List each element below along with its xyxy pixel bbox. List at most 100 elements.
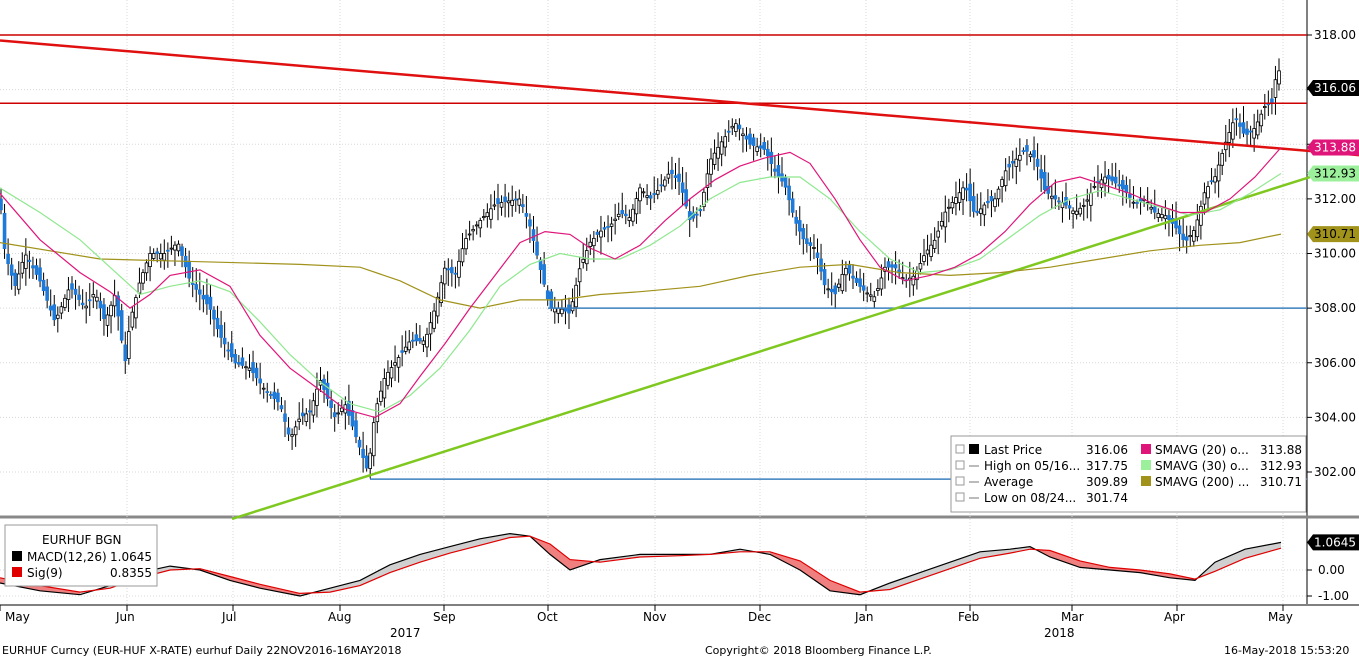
macd-y-tick-label: -1.00 (1318, 589, 1349, 603)
candle-body (616, 213, 621, 218)
candle-body (95, 296, 99, 302)
candle-body (237, 362, 241, 365)
candle-body (421, 340, 426, 345)
candle-body (1113, 176, 1118, 184)
candle-body (890, 264, 894, 268)
month-label: Jan (854, 610, 874, 624)
sma20-line (0, 147, 1282, 419)
candle-body (865, 292, 869, 295)
candle-body (1050, 195, 1054, 199)
candle-body (105, 314, 110, 326)
y-tick-label: 312.00 (1314, 192, 1356, 206)
month-label: May (1268, 610, 1293, 624)
candle-body (1021, 150, 1026, 152)
candle-body (144, 262, 149, 274)
candle-body (1117, 184, 1122, 187)
candle-body (112, 295, 117, 307)
y-tick-label: 318.00 (1314, 28, 1356, 42)
candle-body (1103, 176, 1107, 184)
month-label: Feb (958, 610, 979, 624)
candle-body (141, 272, 145, 284)
candle-body (1273, 79, 1278, 98)
candle-body (446, 268, 451, 271)
candle-body (329, 400, 333, 408)
legend-value: 317.75 (1086, 459, 1128, 473)
candle-body (279, 405, 284, 410)
candle-body (783, 177, 788, 188)
candle-body (1259, 113, 1264, 127)
candle-body (844, 267, 848, 276)
candle-body (620, 209, 625, 215)
candle-body (954, 197, 958, 204)
candle-body (1277, 70, 1281, 85)
candle-body (251, 362, 255, 374)
macd-legend-label: Sig(9) (27, 566, 63, 580)
candle-body (702, 191, 706, 208)
candle-body (1028, 153, 1033, 158)
candle-body (705, 173, 710, 188)
legend-checkbox (955, 476, 965, 486)
legend-label: Average (984, 475, 1033, 489)
last-value-tag-label: 310.71 (1314, 227, 1356, 241)
candle-body (382, 378, 387, 399)
macd-legend-swatch (12, 551, 22, 561)
candle-body (925, 249, 930, 255)
candle-body (194, 284, 199, 290)
candle-body (560, 308, 564, 315)
candle-body (84, 305, 89, 309)
candle-body (982, 204, 987, 216)
candle-body (56, 314, 60, 319)
candle-body (609, 223, 614, 227)
candle-body (116, 295, 120, 317)
candle-body (16, 273, 21, 290)
y-tick-label: 302.00 (1314, 465, 1356, 479)
last-value-tag-label: 313.88 (1314, 141, 1356, 155)
macd-last-value-label: 1.0645 (1314, 535, 1356, 549)
macd-fill (1215, 549, 1245, 572)
candle-body (684, 189, 688, 207)
candle-body (208, 296, 213, 310)
candle-body (854, 277, 859, 283)
y-tick-label: 310.00 (1314, 247, 1356, 261)
candle-body (1206, 186, 1210, 199)
candle-body (386, 371, 390, 386)
candle-body (481, 216, 486, 218)
candle-body (1007, 163, 1011, 168)
candle-body (73, 288, 78, 295)
candle-body (1067, 205, 1072, 209)
legend-value: 301.74 (1086, 491, 1128, 505)
signal-line (0, 535, 1282, 595)
macd-legend-value: 0.8355 (110, 566, 152, 580)
legend-swatch (1141, 444, 1151, 454)
macd-fill (1010, 546, 1030, 554)
candle-body (268, 394, 273, 396)
candle-body (624, 213, 628, 217)
footer-left: EURHUF Curncy (EUR-HUF X-RATE) eurhuf Da… (2, 644, 401, 657)
candle-body (400, 350, 404, 353)
year-label: 2017 (390, 626, 421, 640)
candle-body (655, 190, 660, 195)
footer-right: 16-May-2018 15:53:20 (1224, 644, 1349, 657)
candle-body (357, 439, 362, 448)
candle-body (1039, 169, 1043, 179)
candle-body (428, 322, 433, 335)
candle-body (197, 289, 202, 295)
candle-body (961, 187, 965, 200)
candle-body (1035, 158, 1040, 167)
candle-body (506, 200, 511, 204)
candle-body (719, 141, 724, 155)
candle-body (723, 136, 727, 148)
last-value-tag (1307, 226, 1359, 243)
y-tick-label: 308.00 (1314, 301, 1356, 315)
candle-body (1241, 122, 1246, 134)
candle-body (460, 248, 465, 263)
candle-body (748, 133, 752, 145)
candle-body (726, 130, 731, 133)
candle-body (368, 452, 372, 469)
candle-body (1042, 171, 1047, 191)
candle-body (77, 294, 81, 300)
candle-body (1081, 204, 1086, 207)
candle-body (336, 412, 341, 415)
candle-body (332, 412, 337, 418)
candle-body (1238, 122, 1242, 127)
